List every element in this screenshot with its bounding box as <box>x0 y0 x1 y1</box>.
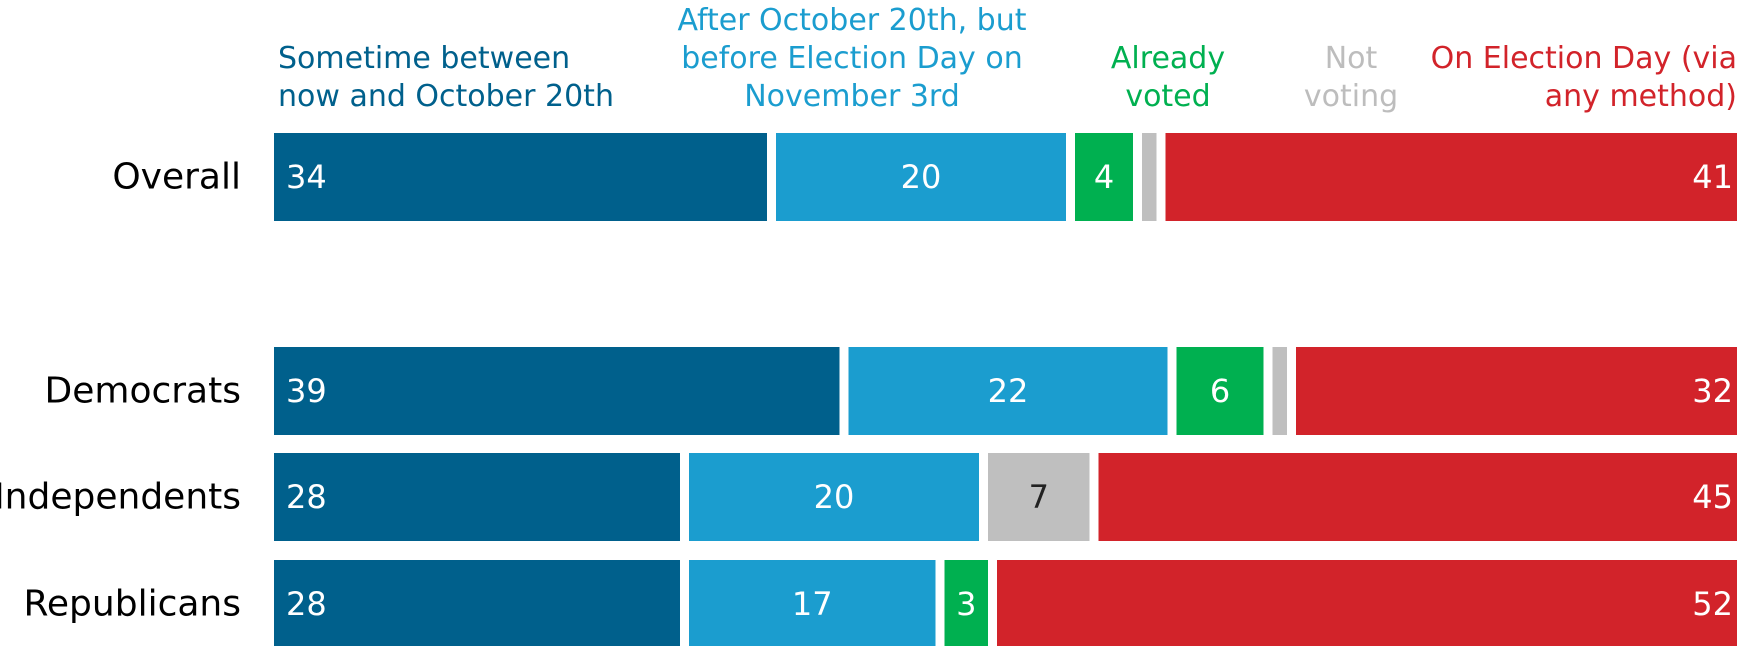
data-label: 17 <box>792 585 833 623</box>
data-label: 39 <box>286 372 327 410</box>
bar-segment <box>274 560 680 646</box>
bar-segment <box>944 560 988 646</box>
category-label: Democrats <box>45 371 242 412</box>
bar-segment <box>848 347 1168 435</box>
data-label: 28 <box>286 585 327 623</box>
data-label: 20 <box>901 158 942 196</box>
category-label: Overall <box>112 157 241 198</box>
data-label: 22 <box>988 372 1029 410</box>
data-label: 41 <box>1692 158 1733 196</box>
bar-segment <box>274 453 680 541</box>
bar-segment <box>1075 133 1133 221</box>
legend-label: Sometime between now and October 20th <box>278 41 614 114</box>
category-label: Independents <box>0 477 241 518</box>
bar-segment <box>689 560 936 646</box>
legend-label: Already voted <box>1110 41 1226 114</box>
category-label: Republicans <box>24 584 242 625</box>
bar-segment <box>1176 347 1264 435</box>
data-label: 7 <box>1029 478 1049 516</box>
bar-segment <box>1296 347 1737 435</box>
bar-segment <box>776 133 1066 221</box>
data-label: 28 <box>286 478 327 516</box>
legend-label: After October 20th, but before Election … <box>677 3 1027 114</box>
bar-segment <box>1098 453 1737 541</box>
bar-segment <box>988 453 1090 541</box>
bar-segment <box>689 453 979 541</box>
data-label: 3 <box>956 585 976 623</box>
legend-label: Not voting <box>1303 41 1399 114</box>
data-label: 4 <box>1094 158 1114 196</box>
data-label: 6 <box>1210 372 1230 410</box>
legend-label: On Election Day (via any method) <box>1430 41 1737 114</box>
data-label: 20 <box>814 478 855 516</box>
bar-segment <box>997 560 1737 646</box>
data-label: 34 <box>286 158 327 196</box>
bar-segment <box>1272 347 1287 435</box>
bar-segment <box>274 347 840 435</box>
bar-segment <box>1142 133 1157 221</box>
data-label: 52 <box>1692 585 1733 623</box>
bar-segment <box>274 133 767 221</box>
data-label: 32 <box>1692 372 1733 410</box>
bar-segment <box>1165 133 1737 221</box>
data-label: 45 <box>1692 478 1733 516</box>
